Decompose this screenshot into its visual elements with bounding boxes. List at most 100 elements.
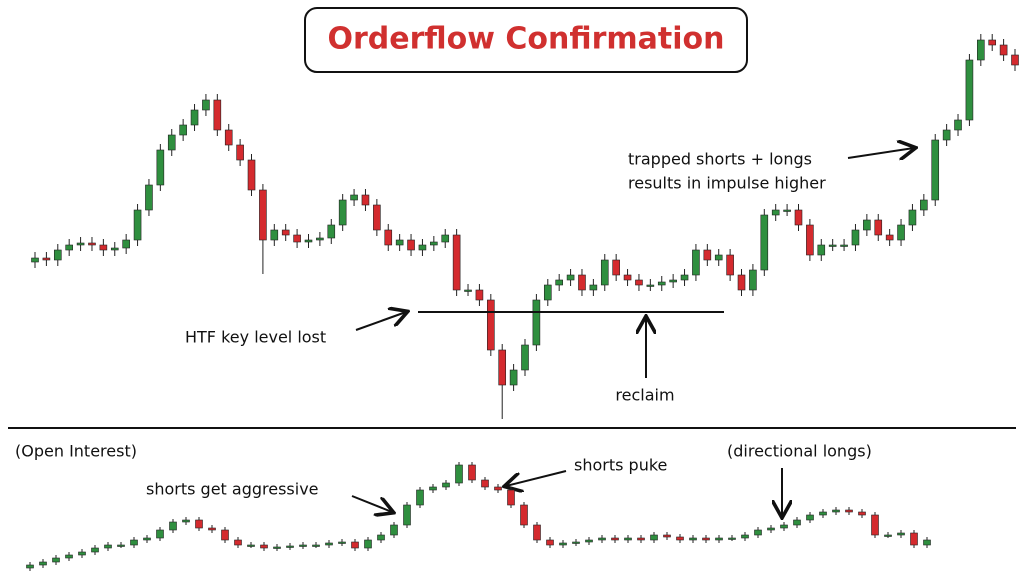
candle-body xyxy=(598,537,606,541)
candle-body xyxy=(714,254,723,261)
candle-body xyxy=(145,184,153,211)
candle-body xyxy=(923,539,931,546)
candle-body xyxy=(793,519,801,526)
candle-body xyxy=(270,229,279,241)
candle-body xyxy=(312,544,320,547)
candle-body xyxy=(110,247,119,251)
candle-body xyxy=(507,489,515,506)
annotation: shorts get aggressive xyxy=(146,480,319,499)
title-box xyxy=(304,7,748,73)
candle-body xyxy=(920,199,928,211)
candle-body xyxy=(532,299,541,346)
annotation: HTF key level lost xyxy=(185,328,326,347)
candle-body xyxy=(361,194,370,206)
candle-body xyxy=(988,39,997,46)
candle-body xyxy=(783,209,791,212)
candle-body xyxy=(689,537,697,541)
candle-body xyxy=(760,214,769,271)
candle-body xyxy=(741,534,749,539)
candle-body xyxy=(703,249,712,261)
candle-body xyxy=(156,529,164,539)
candle-body xyxy=(452,234,461,291)
candle-body xyxy=(521,344,529,371)
candle-body xyxy=(999,44,1008,56)
candle-body xyxy=(273,546,281,549)
candle-body xyxy=(384,229,393,246)
candle-body xyxy=(338,541,346,544)
candle-body xyxy=(213,99,222,131)
candle-body xyxy=(780,524,788,529)
candle-body xyxy=(819,511,827,516)
candle-body xyxy=(133,209,142,241)
candle-body xyxy=(350,194,358,201)
candle-body xyxy=(122,239,130,249)
candle-body xyxy=(182,519,190,523)
candle-body xyxy=(845,509,853,513)
candle-body xyxy=(293,234,301,243)
candle-body xyxy=(156,149,165,186)
candle-body xyxy=(91,547,99,553)
arrow xyxy=(847,148,914,158)
candle-body xyxy=(589,284,598,291)
candle-body xyxy=(572,541,580,544)
candle-body xyxy=(555,279,563,286)
candle-body xyxy=(663,534,671,538)
candle-body xyxy=(234,539,242,546)
candle-body xyxy=(669,279,677,283)
candle-body xyxy=(169,521,177,531)
candle-body xyxy=(726,254,734,276)
candle-body xyxy=(395,239,404,246)
candle-body xyxy=(509,369,518,386)
candle-body xyxy=(817,244,826,256)
candle-body xyxy=(863,219,871,231)
candle-body xyxy=(65,554,73,559)
candle-body xyxy=(53,249,62,261)
candle-body xyxy=(464,289,472,292)
candle-body xyxy=(794,209,803,226)
candle-body xyxy=(429,486,437,491)
candle-body xyxy=(931,139,940,201)
candle-body xyxy=(416,489,424,506)
candle-body xyxy=(543,284,552,301)
candle-body xyxy=(954,119,962,131)
annotation: trapped shorts + longs xyxy=(628,150,812,169)
candle-body xyxy=(858,511,866,516)
candle-body xyxy=(635,279,643,286)
candle-body xyxy=(468,464,476,481)
candle-body xyxy=(286,545,294,548)
candle-body xyxy=(430,241,438,246)
candle-body xyxy=(646,284,655,287)
chart-title: Orderflow Confirmation xyxy=(327,22,724,57)
candle-body xyxy=(26,564,34,569)
candle-body xyxy=(702,537,710,541)
candle-body xyxy=(897,532,905,536)
candle-body xyxy=(611,537,619,541)
candle-body xyxy=(737,274,746,291)
candle-body xyxy=(42,257,51,261)
candle-body xyxy=(600,259,609,286)
candle-body xyxy=(236,144,244,161)
arrow xyxy=(351,495,392,512)
candle-body xyxy=(224,129,233,146)
candle-body xyxy=(403,504,411,526)
annotation: shorts puke xyxy=(574,456,667,475)
candle-body xyxy=(771,209,780,216)
candle-body xyxy=(657,281,666,286)
candle-body xyxy=(442,482,450,488)
candle-body xyxy=(498,349,507,386)
candle-body xyxy=(247,159,256,191)
candle-body xyxy=(299,544,307,547)
candle-body xyxy=(566,274,575,281)
candle-body xyxy=(99,244,108,251)
candle-body xyxy=(130,539,138,546)
candle-body xyxy=(546,539,554,546)
candle-body xyxy=(143,537,151,541)
candle-body xyxy=(179,124,187,136)
candle-body xyxy=(373,204,381,231)
candle-body xyxy=(351,541,359,549)
candle-body xyxy=(1011,54,1019,66)
candle-body xyxy=(828,244,837,247)
candle-body xyxy=(208,527,216,531)
candle-body xyxy=(475,289,484,301)
candle-body xyxy=(806,514,814,521)
